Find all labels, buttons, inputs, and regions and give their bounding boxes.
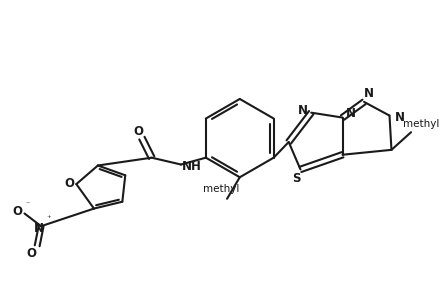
Text: S: S	[292, 172, 301, 185]
Text: N: N	[297, 104, 308, 117]
Text: methyl: methyl	[203, 184, 239, 194]
Text: N: N	[34, 222, 44, 235]
Text: NH: NH	[182, 160, 202, 173]
Text: N: N	[346, 107, 356, 120]
Text: O: O	[65, 177, 74, 190]
Text: O: O	[26, 247, 37, 260]
Text: N: N	[395, 111, 405, 124]
Text: O: O	[133, 125, 143, 138]
Text: methyl: methyl	[403, 120, 439, 129]
Text: ⁻: ⁻	[25, 199, 29, 208]
Text: ⁺: ⁺	[47, 214, 51, 223]
Text: N: N	[364, 87, 374, 100]
Text: O: O	[13, 205, 22, 218]
